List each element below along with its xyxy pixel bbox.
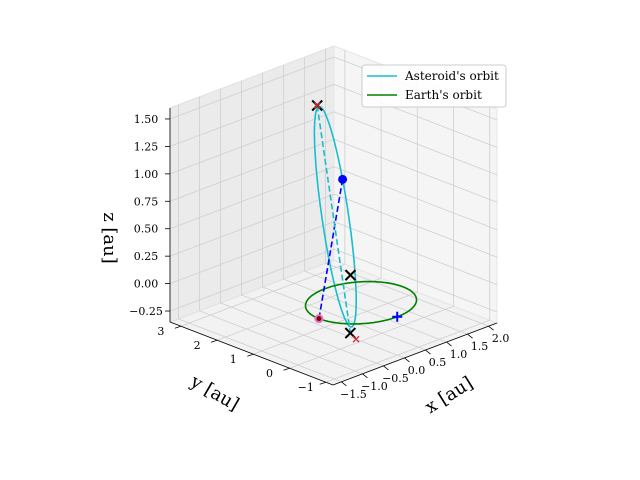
grid-floor-y: [325, 319, 490, 383]
x-tick-mark: [488, 325, 494, 331]
legend-label-earth: Earth's orbit: [405, 88, 482, 102]
grid-floor-x: [178, 318, 342, 383]
grid-floor-x: [220, 302, 384, 367]
back-pane-x: [333, 45, 498, 324]
y-axis-label: y [au]: [186, 371, 243, 416]
point-markers: [311, 99, 403, 343]
x-tick-mark: [404, 357, 410, 363]
top-to-bottom-dash: [316, 105, 352, 334]
x-tick-label: 2.0: [492, 332, 510, 345]
grid-floor-y: [216, 277, 382, 341]
x-tick-label: 0.0: [408, 364, 426, 377]
y-tick-label: −1: [298, 381, 314, 394]
z-tick-label: 0.00: [134, 278, 159, 291]
grid-side-z: [333, 138, 498, 203]
z-axis-label: z [au]: [99, 212, 120, 264]
y-axis-line: [169, 321, 334, 386]
x-marker-top-red-b: [313, 102, 321, 109]
grid-floor-x: [304, 270, 468, 335]
x-marker-bottom-b: [344, 327, 357, 339]
x-axis-line: [332, 322, 498, 386]
grid-side-z: [333, 84, 498, 148]
x-axis-label: x [au]: [421, 373, 476, 418]
x-tick-mark: [362, 373, 368, 379]
x-tick-label: 1.5: [471, 340, 489, 353]
y-tick-mark: [319, 381, 326, 385]
grid-floor-y: [180, 263, 346, 327]
y-tick-mark: [210, 339, 218, 343]
y-tick-label: 3: [157, 325, 164, 338]
grid-side-z: [333, 166, 498, 231]
grid-side-z: [333, 111, 498, 176]
y-tick-mark: [174, 325, 181, 329]
x-marker-center: [344, 269, 357, 281]
grid-floor-x: [241, 294, 405, 359]
x-tick-mark: [446, 341, 452, 347]
z-tick-label: 0.25: [134, 250, 159, 263]
grid-side-z: [333, 193, 498, 258]
axes-ticks: −1.5−1.0−0.50.00.51.01.52.0 −1 0 1 2 3 −0.25 0.…: [129, 113, 509, 401]
plus-marker: [392, 311, 403, 322]
grid-side-z: [333, 248, 498, 313]
x-marker-bottom-red-b: [352, 335, 360, 343]
z-tick-label: −0.25: [129, 305, 163, 318]
grid-back-z: [169, 193, 335, 257]
x-tick-label: 0.5: [429, 356, 447, 369]
grid-back-z: [169, 221, 335, 284]
grid-back-z: [169, 111, 335, 175]
axes-lines: [169, 108, 498, 386]
z-tick-label: 1.00: [134, 168, 159, 181]
y-tick-label: 0: [266, 367, 273, 380]
x-tick-mark: [467, 333, 473, 339]
x-tick-mark: [341, 381, 347, 387]
legend-label-asteroid: Asteroid's orbit: [404, 69, 499, 83]
z-tick-label: 0.75: [134, 195, 159, 208]
grid-back-z: [169, 166, 335, 230]
grid-floor-x: [283, 278, 447, 343]
grid-back-z: [169, 248, 335, 312]
y-tick-mark: [247, 353, 254, 357]
x-marker-center-b: [344, 269, 357, 281]
grid-side-z: [333, 221, 498, 285]
dashed-connectors: [316, 105, 352, 334]
orbit-curve-0: [313, 105, 358, 328]
x-marker-top-red: [313, 102, 321, 109]
axes-grid: [169, 49, 498, 383]
grid-back-z: [169, 138, 335, 202]
legend: Asteroid's orbit Earth's orbit: [361, 64, 507, 108]
legend-box: [361, 64, 507, 108]
y-tick-label: 1: [230, 353, 237, 366]
grid-back-z: [169, 84, 335, 147]
y-tick-mark: [283, 367, 290, 371]
grid-back-z: [169, 56, 335, 120]
x-tick-label: −1.5: [340, 388, 367, 401]
earth-point-overlay: [316, 316, 322, 322]
asteroid-to-earth-dash: [318, 179, 344, 319]
z-tick-label: 1.25: [134, 140, 159, 153]
asteroid-point: [338, 174, 348, 184]
grid-floor-x: [199, 310, 363, 375]
z-tick-label: 1.50: [134, 113, 159, 126]
x-marker-bottom-red: [352, 335, 360, 343]
x-tick-mark: [425, 349, 431, 355]
x-tick-mark: [383, 365, 389, 371]
x-tick-label: −0.5: [382, 372, 409, 385]
x-tick-label: 1.0: [450, 348, 468, 361]
grid-floor-y: [289, 305, 454, 369]
z-tick-label: 0.50: [134, 223, 159, 236]
y-tick-label: 2: [194, 339, 201, 352]
x-tick-label: −1.0: [361, 380, 388, 393]
